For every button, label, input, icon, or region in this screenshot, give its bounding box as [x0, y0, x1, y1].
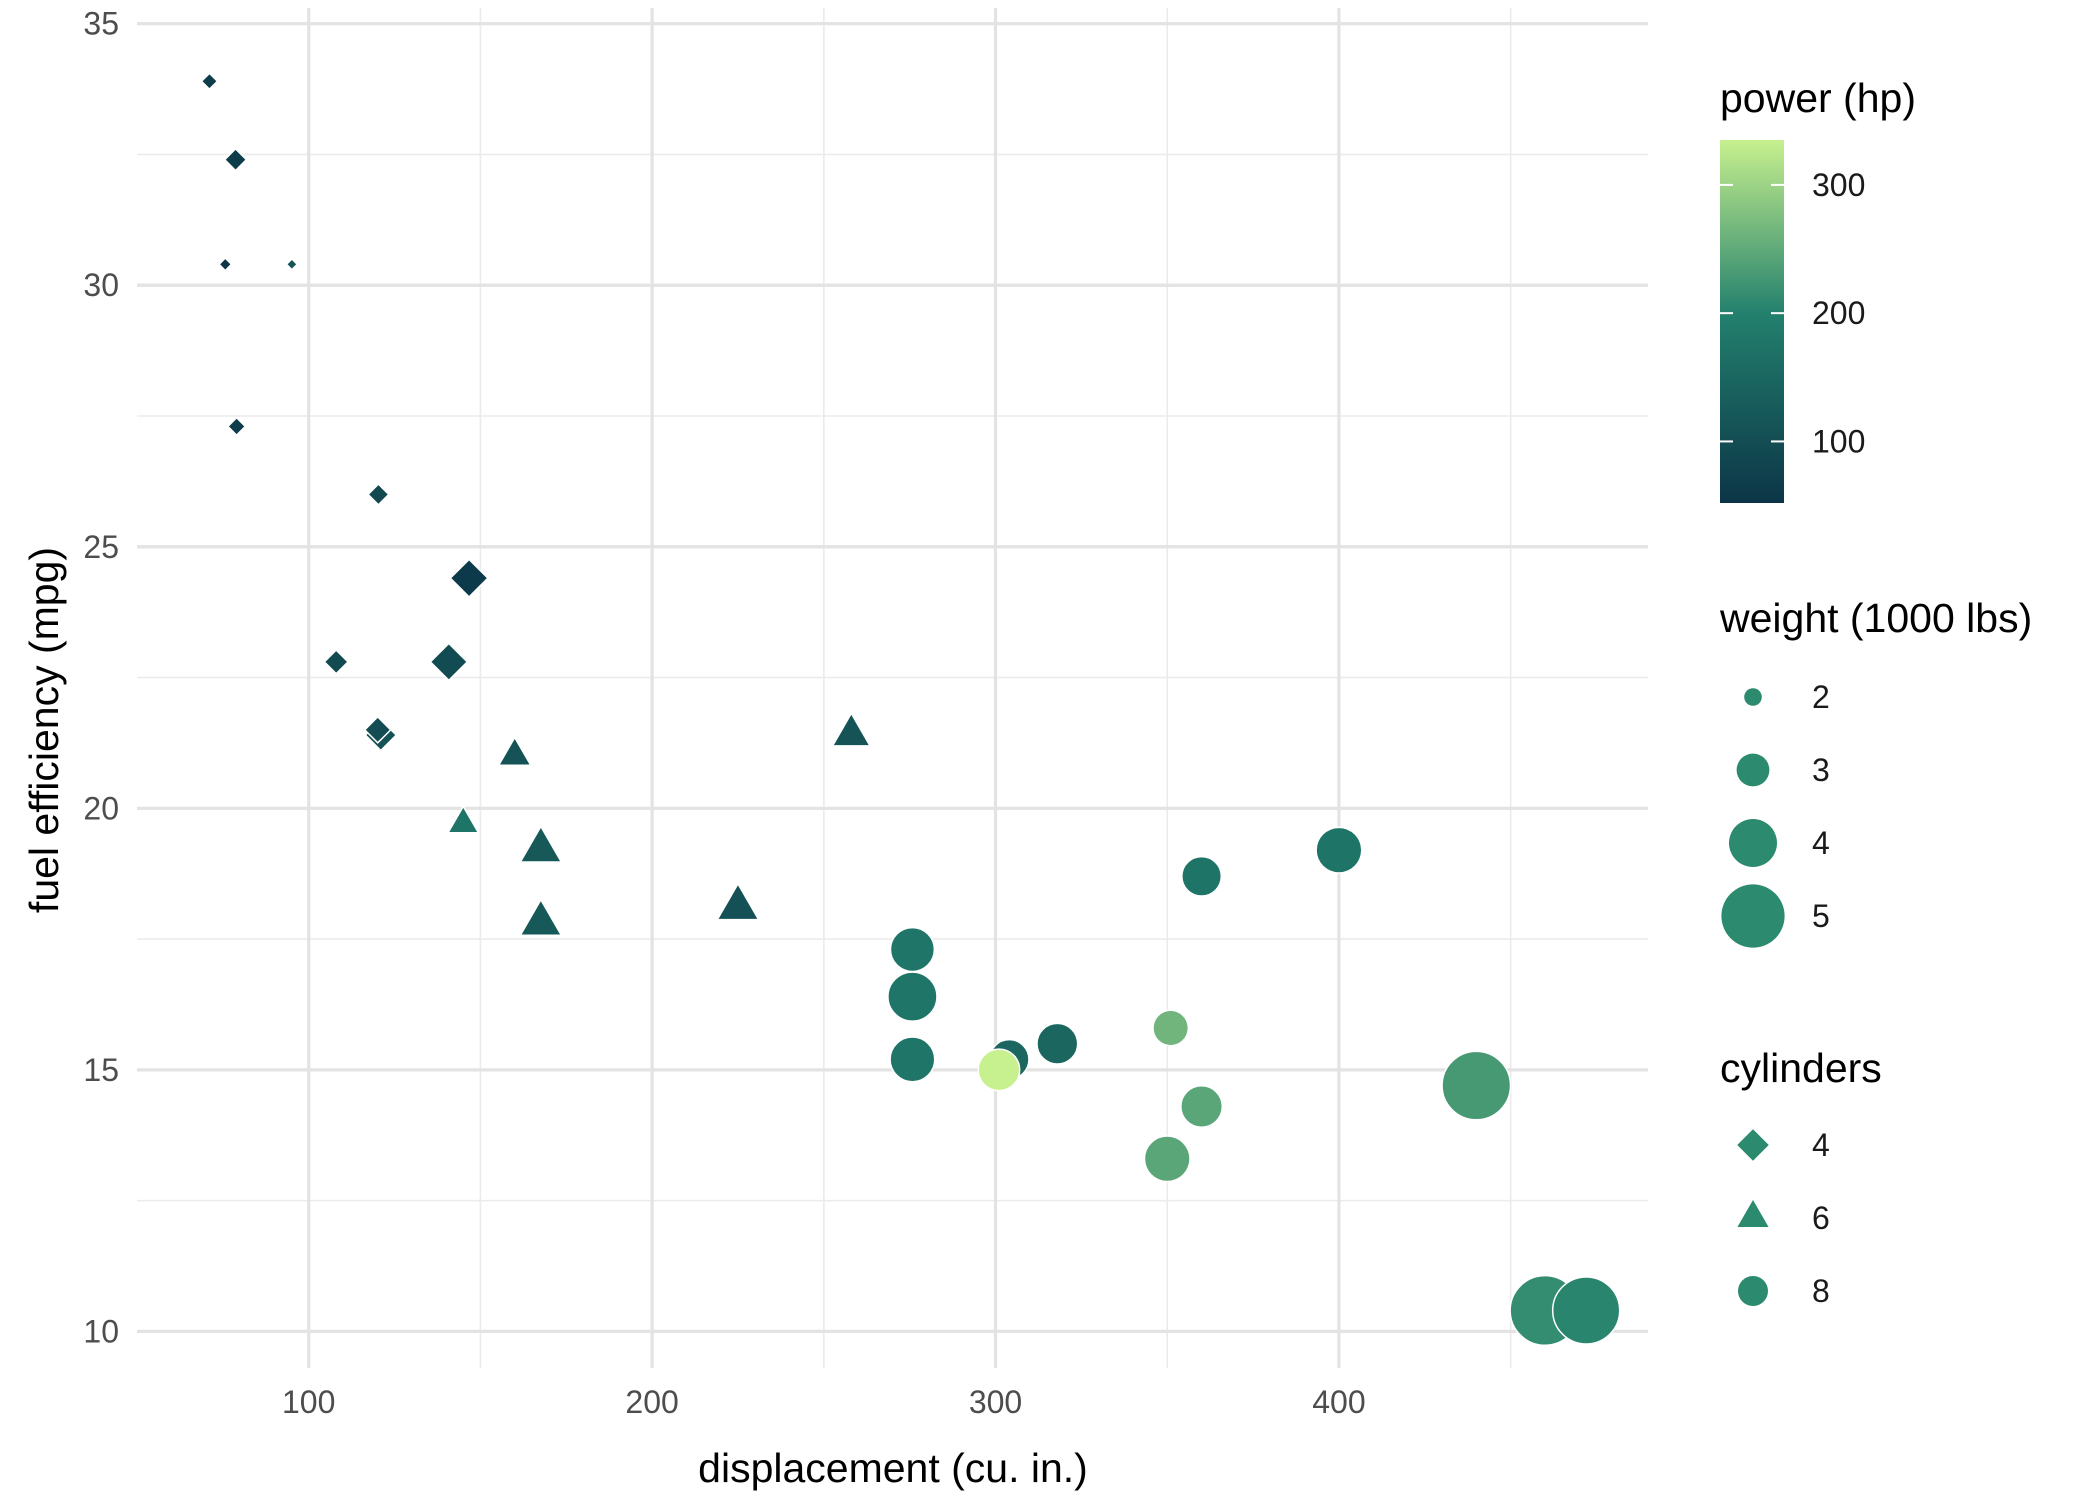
y-tick-label: 25: [83, 529, 119, 565]
y-tick-label: 20: [83, 790, 119, 826]
data-point: [429, 642, 469, 682]
colorbar-tick-label: 300: [1812, 167, 1865, 203]
colorbar-ticks: 100 200 300: [1720, 167, 1865, 459]
data-point: [366, 483, 390, 506]
legend-title-weight: weight (1000 lbs): [1719, 595, 2032, 641]
y-axis-title: fuel efficiency (mpg): [21, 547, 67, 913]
data-point: [218, 257, 233, 272]
weight-legend-keys: 2 3 4 5: [1721, 679, 1830, 948]
weight-legend-key: [1721, 884, 1785, 948]
cylinders-legend-label: 6: [1812, 1200, 1830, 1236]
cylinders-legend-key: [1738, 1276, 1768, 1306]
weight-legend-label: 4: [1812, 825, 1830, 861]
weight-legend-key: [1744, 688, 1762, 706]
legend-title-power: power (hp): [1720, 75, 1916, 121]
data-point: [519, 898, 563, 936]
cylinders-legend-label: 8: [1812, 1273, 1830, 1309]
data-point: [323, 648, 350, 675]
y-tick-label: 10: [83, 1313, 119, 1349]
data-point: [887, 971, 938, 1022]
cylinders-legend-key: [1737, 1129, 1769, 1161]
data-point: [1181, 855, 1223, 897]
weight-legend-label: 2: [1812, 679, 1830, 715]
data-point: [977, 1048, 1021, 1092]
data-point: [200, 72, 219, 91]
cylinders-legend-label: 4: [1812, 1127, 1830, 1163]
y-tick-label: 35: [83, 6, 119, 42]
data-point: [716, 882, 760, 921]
data-point: [446, 804, 480, 834]
data-point: [519, 824, 563, 863]
data-point: [497, 735, 533, 767]
data-point: [831, 711, 872, 747]
grid-lines: [137, 8, 1648, 1368]
data-point: [1036, 1022, 1079, 1065]
y-tick-label: 30: [83, 267, 119, 303]
cylinders-legend-keys: 4 6 8: [1737, 1127, 1830, 1309]
data-point: [1180, 1084, 1224, 1128]
data-point: [285, 257, 299, 271]
data-point: [1315, 826, 1363, 874]
colorbar-tick-label: 100: [1812, 423, 1865, 459]
data-point: [226, 416, 247, 437]
data-point: [1152, 1009, 1190, 1047]
weight-legend-label: 5: [1812, 898, 1830, 934]
data-point: [889, 926, 936, 973]
weight-legend-key: [1736, 753, 1770, 787]
legend: power (hp) 100 200 300 weight (1000 lbs) 2…: [1719, 75, 2032, 1309]
y-tick-label: 15: [83, 1052, 119, 1088]
x-tick-label: 400: [1312, 1384, 1365, 1420]
power-colorbar: [1720, 140, 1784, 503]
data-point: [223, 147, 248, 172]
x-axis-title: displacement (cu. in.): [698, 1445, 1088, 1491]
data-point: [449, 558, 489, 598]
x-tick-label: 100: [282, 1384, 335, 1420]
weight-legend-label: 3: [1812, 752, 1830, 788]
data-point: [363, 715, 392, 744]
weight-legend-key: [1729, 819, 1777, 867]
data-points: [200, 72, 1621, 1347]
x-tick-label: 200: [625, 1384, 678, 1420]
data-point: [1551, 1276, 1621, 1345]
axes: displacement (cu. in.) fuel efficiency (…: [21, 6, 1366, 1491]
data-point: [1441, 1050, 1512, 1121]
legend-title-cylinders: cylinders: [1720, 1045, 1882, 1091]
data-point: [1143, 1135, 1191, 1183]
cylinders-legend-key: [1737, 1200, 1769, 1227]
colorbar-tick-label: 200: [1812, 295, 1865, 331]
x-tick-label: 300: [969, 1384, 1022, 1420]
data-point: [889, 1036, 936, 1083]
